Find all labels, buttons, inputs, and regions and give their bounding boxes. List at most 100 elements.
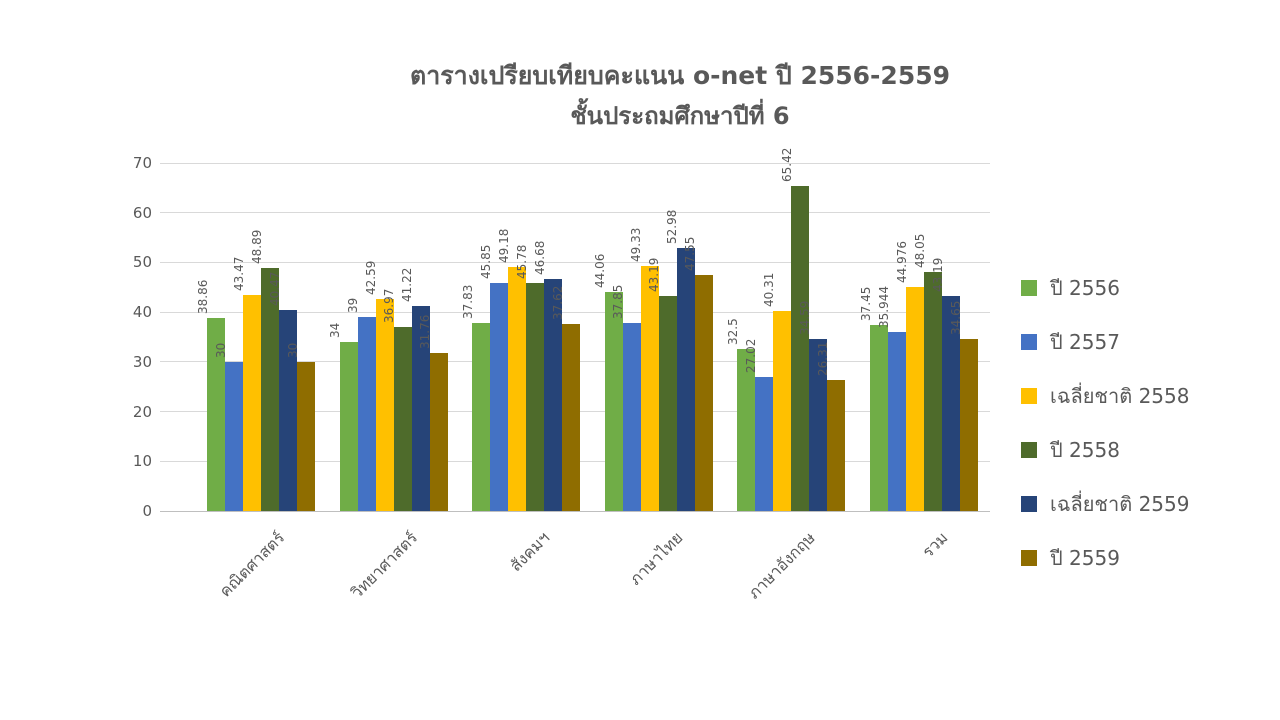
gridline [160, 311, 990, 313]
legend-label: เฉลี่ยชาติ 2559 [1050, 491, 1190, 516]
legend-color-swatch [1021, 387, 1037, 404]
y-axis-tick-label: 20 [132, 402, 152, 421]
legend-color-swatch [1021, 441, 1037, 458]
bar [339, 341, 358, 511]
bar-value-label: 36.97 [382, 288, 397, 324]
bar-value-label: 30 [285, 342, 300, 358]
legend-item: ปี 2556 [1021, 277, 1189, 299]
bar [640, 265, 659, 511]
y-axis-tick-label: 10 [132, 452, 152, 471]
x-axis-category-label: วิทยาศาสตร์ [346, 528, 422, 603]
legend-color-swatch [1021, 549, 1037, 566]
bar-value-label: 37.62 [550, 285, 565, 320]
bar-value-label: 46.68 [532, 240, 547, 275]
bar [279, 309, 297, 511]
y-axis-tick-label: 0 [142, 502, 152, 520]
bar [755, 376, 774, 511]
bar-value-label: 42.59 [364, 260, 379, 296]
legend-label: ปี 2558 [1050, 437, 1120, 462]
gridline [160, 212, 990, 214]
chart-title-block: ตารางเปรียบเทียบคะแนน o-net ปี 2556-2559… [80, 56, 1280, 136]
gridline [160, 162, 990, 164]
bar [924, 272, 942, 511]
bar [694, 274, 713, 511]
bar-value-label: 44.976 [894, 241, 909, 284]
legend-color-swatch [1021, 495, 1037, 512]
x-axis-category-label: รวม [918, 528, 952, 562]
bar [225, 361, 243, 511]
y-axis-tick-label: 50 [132, 253, 152, 272]
bar-value-label: 48.05 [912, 233, 927, 269]
bar-value-label: 39 [346, 297, 361, 314]
legend-color-swatch [1021, 279, 1037, 296]
bar-value-label: 30 [213, 342, 228, 358]
bar [870, 324, 888, 511]
bar [791, 185, 810, 511]
bar [243, 294, 261, 511]
bar [472, 322, 491, 511]
bar [562, 323, 581, 511]
bar-value-label: 40.31 [761, 272, 776, 307]
bar-value-label: 48.89 [249, 229, 264, 264]
bar [429, 353, 448, 511]
chart-title: ตารางเปรียบเทียบคะแนน o-net ปี 2556-2559 [409, 61, 951, 90]
bar [207, 317, 225, 511]
bar-value-label: 31.76 [418, 314, 433, 350]
bar [960, 338, 978, 511]
x-axis-category-label: ภาษาไทย [625, 528, 687, 589]
y-axis-tick-label: 70 [132, 154, 152, 172]
bar-value-label: 45.78 [514, 245, 529, 280]
bar-value-label: 34.59 [797, 300, 812, 336]
y-axis-tick-label: 40 [132, 303, 152, 322]
bar [942, 296, 960, 511]
bar [737, 349, 756, 511]
bar [888, 332, 906, 511]
bar-value-label: 47.55 [683, 236, 698, 271]
bar-value-label: 65.42 [779, 147, 794, 182]
bar [357, 317, 376, 511]
legend-label: ปี 2559 [1050, 545, 1120, 570]
legend-item: ปี 2559 [1021, 545, 1189, 570]
x-axis-category-label: สังคมฯ [506, 528, 554, 576]
bar [411, 306, 430, 511]
x-axis-category-label: ภาษาอังกฤษ [744, 528, 819, 603]
bar [827, 380, 846, 511]
bar-value-label: 41.22 [400, 267, 415, 303]
bar-value-label: 37.83 [460, 284, 475, 319]
bar-value-label: 32.5 [725, 318, 740, 346]
bar-value-label: 38.86 [195, 279, 210, 314]
bar-value-label: 49.18 [496, 228, 511, 263]
bar-value-label: 43.19 [647, 257, 662, 293]
legend-item: ปี 2557 [1021, 329, 1189, 354]
bar [676, 247, 695, 511]
bar-value-label: 37.45 [858, 286, 873, 321]
bar-value-label: 52.98 [665, 209, 680, 244]
bar-value-label: 27.02 [743, 338, 758, 373]
bar-value-label: 49.33 [629, 227, 644, 262]
legend-label: ปี 2557 [1050, 329, 1120, 354]
bar [297, 361, 315, 511]
legend-item: เฉลี่ยชาติ 2559 [1021, 491, 1190, 516]
bar [906, 287, 924, 511]
bar [375, 299, 394, 511]
bar-value-label: 43.47 [231, 256, 246, 291]
bar-value-label: 35.944 [876, 286, 891, 329]
bar [490, 283, 509, 511]
bar [773, 310, 792, 511]
y-axis-tick-label: 30 [132, 352, 152, 371]
bar [622, 322, 641, 511]
bar [809, 339, 828, 511]
bar [544, 278, 563, 511]
legend-item: ปี 2558 [1021, 437, 1189, 462]
legend-item: เฉลี่ยชาติ 2558 [1021, 383, 1190, 408]
legend: ปี 2556 ปี 2557 เฉลี่ยชาติ 2558 ปี 2558 เฉลี… [1021, 277, 1190, 603]
y-axis-tick-label: 60 [132, 203, 152, 222]
bar-value-label: 45.85 [478, 244, 493, 280]
legend-label: เฉลี่ยชาติ 2558 [1050, 383, 1190, 408]
bar-value-label: 44.06 [593, 253, 608, 288]
bar [658, 296, 677, 511]
bar-value-label: 40.47 [267, 271, 282, 306]
bar [261, 267, 279, 511]
bar-value-label: 37.85 [611, 284, 626, 319]
